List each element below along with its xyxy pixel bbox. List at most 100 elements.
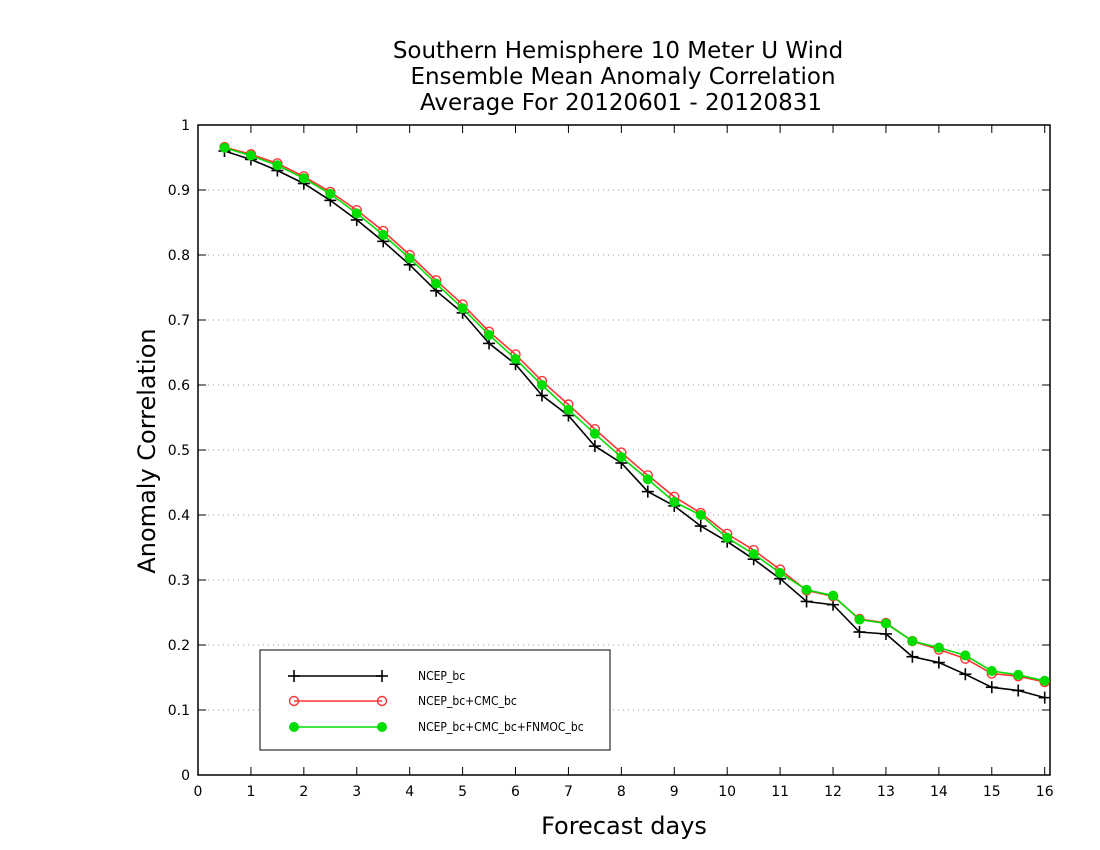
legend-marker [377,722,387,732]
data-point [535,389,548,402]
y-tick-label: 0.3 [168,573,190,589]
data-point [642,474,653,485]
legend-entry-2: NCEP_bc+CMC_bc+FNMOC_bc [289,720,584,734]
x-tick-label: 1 [246,784,255,800]
data-point [853,626,866,638]
data-point [1012,684,1025,697]
x-tick-label: 10 [718,784,736,800]
data-point [589,428,600,439]
data-point [800,595,813,608]
x-tick-label: 7 [564,784,573,800]
data-point [1038,691,1051,704]
x-tick-label: 16 [1036,784,1054,800]
chart-title-line-1: Southern Hemisphere 10 Meter U Wind [393,38,843,64]
legend-marker [288,670,300,682]
series-line-2 [224,147,1045,682]
data-point [245,150,256,161]
chart-title-line-3: Average For 20120601 - 20120831 [420,90,822,116]
data-point [641,485,654,498]
legend-label: NCEP_bc+CMC_bc+FNMOC_bc [418,720,584,734]
chart-title-line-2: Ensemble Mean Anomaly Correlation [410,64,835,90]
data-point [748,549,759,559]
data-point [484,329,495,340]
y-tick-label: 0.8 [168,248,190,264]
y-tick-label: 0 [181,768,190,784]
data-point [880,618,891,629]
data-point [960,650,971,661]
data-point [986,666,997,676]
y-tick-label: 0.2 [168,638,190,654]
data-point [985,681,998,694]
data-point [588,440,601,453]
x-tick-label: 5 [458,784,467,800]
data-point [351,208,362,219]
x-tick-label: 14 [930,784,948,800]
x-tick-label: 6 [511,784,520,800]
data-point [457,303,468,314]
data-point [695,510,706,520]
data-point [879,627,892,640]
data-point [854,614,865,625]
data-point [272,160,283,171]
data-point [616,452,627,463]
legend-entry-1: NCEP_bc+CMC_bc [288,694,517,708]
y-tick-label: 0.1 [168,703,190,719]
data-point [1039,675,1050,686]
legend-marker [376,695,388,707]
y-tick-label: 1 [181,118,190,134]
legend-marker [288,695,300,707]
data-point [801,584,812,595]
legend-marker [376,670,388,682]
data-point [669,497,680,507]
y-axis-label: Anomaly Correlation [133,328,161,573]
data-point [959,668,972,681]
legend-marker [289,722,299,732]
data-point [828,590,839,601]
y-tick-label: 0.5 [168,443,190,459]
y-tick-label: 0.4 [168,508,190,524]
series-line-0 [224,150,1045,699]
gridlines [198,189,1050,711]
data-point [404,253,415,264]
y-tick-label: 0.9 [168,183,190,199]
series-2 [219,142,1050,686]
data-point [775,567,786,578]
x-tick-label: 3 [352,784,361,800]
axis-ticks: 00.10.20.30.40.50.60.70.80.910 1 2 3 4 5 6 7 8 9 1… [168,118,1054,800]
legend: NCEP_bc NCEP_bc+CMC_bc NCEP_bc+CMC_bc+FNMO… [259,649,611,751]
data-point [932,656,945,669]
legend-label: NCEP_bc [418,669,465,683]
x-tick-label: 9 [670,784,679,800]
data-point [907,636,918,647]
data-point [219,142,230,153]
data-point [933,642,944,653]
series-1 [219,141,1050,688]
legend-box [259,649,611,751]
y-tick-label: 0.7 [168,313,190,329]
y-tick-label: 0.6 [168,378,190,394]
legend-entry-0: NCEP_bc [288,669,465,683]
data-series [218,141,1051,704]
data-point [1013,669,1024,680]
data-point [431,278,442,289]
series-0 [218,145,1051,704]
x-tick-label: 8 [617,784,626,800]
x-tick-label: 0 [194,784,203,800]
data-point [325,188,336,199]
x-tick-label: 12 [824,784,842,800]
data-point [536,380,547,390]
data-point [298,173,309,184]
x-tick-label: 15 [983,784,1001,800]
data-point [563,404,574,415]
x-tick-label: 11 [771,784,789,800]
x-axis-label: Forecast days [541,812,707,840]
data-point [694,520,707,533]
x-tick-label: 13 [877,784,895,800]
data-point [722,532,733,543]
data-point [510,354,521,364]
data-point [378,229,389,240]
x-tick-label: 2 [299,784,308,800]
data-point [906,650,919,663]
series-line-1 [224,146,1045,683]
